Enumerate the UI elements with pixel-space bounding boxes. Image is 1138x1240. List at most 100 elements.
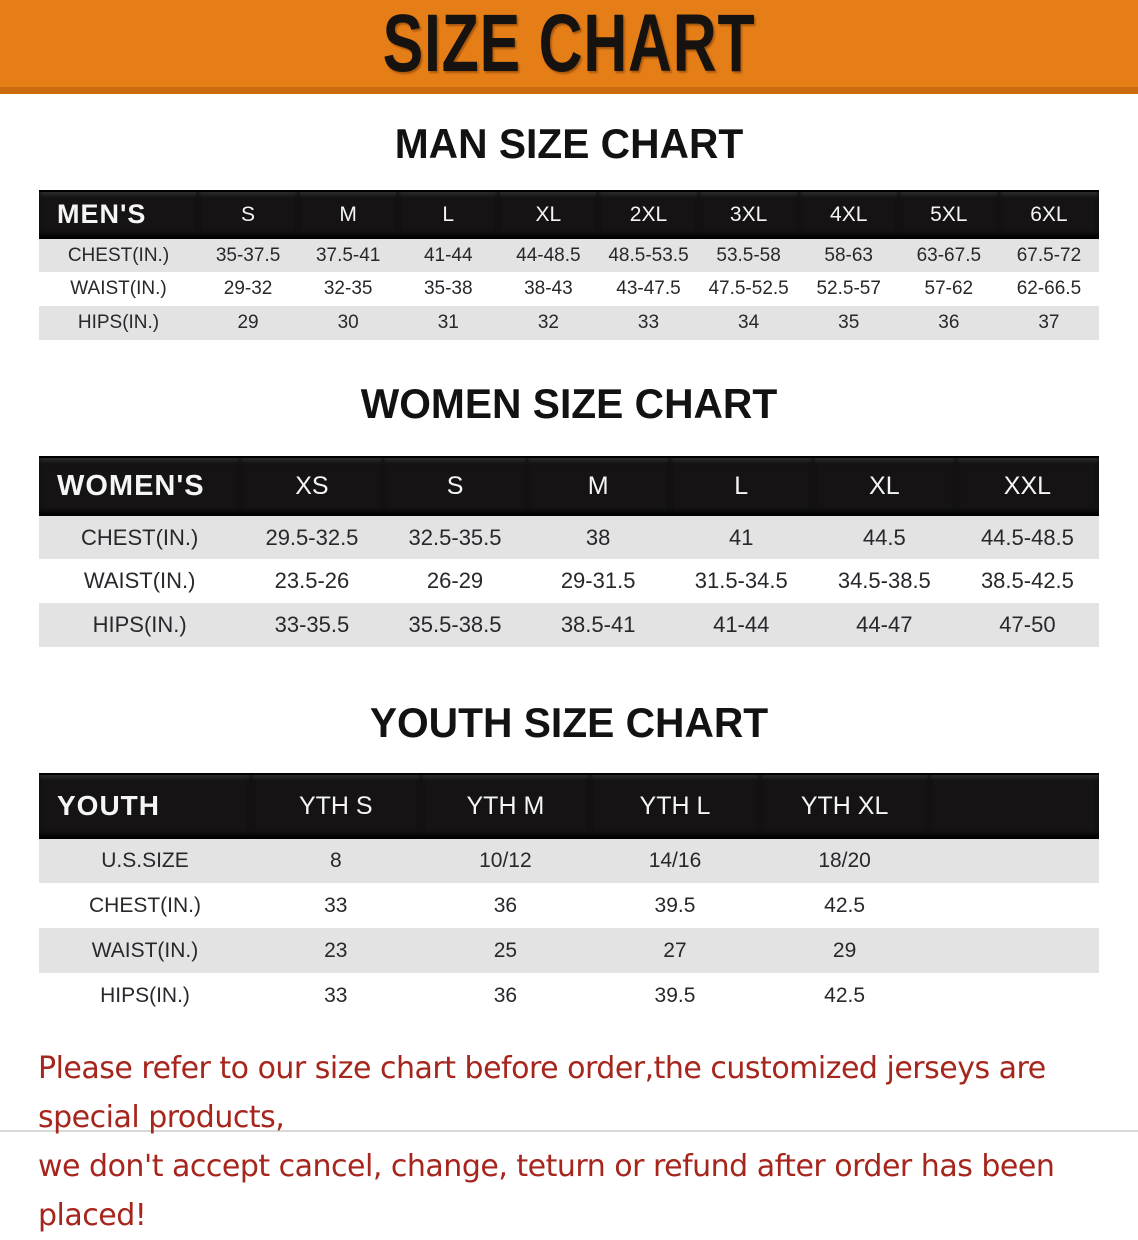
men-measurement-value: 36	[938, 312, 960, 333]
men-measurement-value: 53.5-58	[716, 244, 781, 266]
women-size-column-header: XS	[240, 456, 384, 516]
men-measurement-value: 63-67.5	[916, 244, 982, 266]
youth-table-header-row: YOUTH YTH S YTH M YTH L YTH XL	[39, 773, 1099, 839]
youth-measurement-value: 36	[493, 983, 518, 1007]
men-measurement-value: 47.5-52.5	[708, 278, 789, 299]
disclaimer-text: Please refer to our size chart before or…	[38, 1044, 1100, 1240]
men-measurement-value: 32-35	[323, 278, 373, 299]
women-row-label: WAIST(IN.)	[83, 568, 196, 593]
youth-measurement-value: 18/20	[818, 849, 871, 872]
women-measurement-value: 33-35.5	[274, 612, 350, 637]
women-table-body: CHEST(IN.) 29.5-32.5 32.5-35.5 38 41 44.5 44.5…	[39, 515, 1099, 647]
youth-measurement-value: 8	[329, 849, 342, 872]
men-measurement-value: 62-66.5	[1016, 278, 1082, 299]
men-measurement-value: 35	[838, 312, 860, 333]
women-measurement-value: 38	[585, 524, 611, 550]
women-table-header-row: WOMEN'S XS S M L XL XXL	[39, 456, 1099, 516]
men-size-chart-section: MAN SIZE CHART MEN'S S M L XL 2XL 3XL 4XL 5XL 6XL…	[0, 120, 1138, 340]
youth-table-row: CHEST(IN.) 33 36 39.5 42.5	[39, 883, 1099, 928]
youth-size-chart-section: YOUTH SIZE CHART YOUTH YTH S YTH M YTH L YTH…	[0, 699, 1138, 1018]
men-size-column-header: M	[298, 190, 399, 239]
men-measurement-value: 38-43	[524, 278, 573, 299]
men-size-column-header: 3XL	[698, 190, 799, 239]
men-measurement-value: 29	[237, 312, 259, 333]
youth-measurement-value: 36	[493, 893, 518, 917]
youth-row-spacer-cell	[929, 928, 1099, 973]
youth-size-column-header: YTH S	[251, 773, 421, 839]
youth-row-label: HIPS(IN.)	[100, 983, 190, 1007]
youth-size-table: YOUTH YTH S YTH M YTH L YTH XL U.S.SIZE 8 10/1…	[39, 773, 1099, 1018]
women-measurement-value: 44.5	[862, 524, 906, 550]
men-measurement-value: 41-44	[423, 244, 473, 266]
women-measurement-value: 31.5-34.5	[694, 568, 788, 593]
women-measurement-value: 38.5-41	[560, 612, 636, 637]
women-measurement-value: 41-44	[713, 612, 770, 637]
women-section-heading: WOMEN SIZE CHART	[360, 380, 778, 427]
women-size-column-header: XXL	[955, 456, 1099, 516]
men-row-label: WAIST(IN.)	[70, 278, 167, 299]
men-table-row: CHEST(IN.) 35-37.5 37.5-41 41-44 44-48.5 48.5…	[39, 238, 1099, 272]
women-measurement-value: 44-47	[856, 612, 913, 637]
women-size-column-header: M	[526, 456, 670, 516]
women-measurement-value: 32.5-35.5	[408, 524, 502, 550]
youth-header-spacer-cell	[929, 773, 1099, 839]
youth-measurement-value: 14/16	[648, 849, 702, 872]
men-measurement-value: 30	[337, 312, 359, 333]
youth-table-row: U.S.SIZE 8 10/12 14/16 18/20	[39, 838, 1099, 883]
youth-table-title-cell: YOUTH	[39, 773, 251, 839]
men-size-column-header: 4XL	[798, 190, 899, 239]
youth-measurement-value: 39.5	[654, 983, 696, 1007]
women-measurement-value: 26-29	[426, 568, 484, 593]
women-measurement-value: 34.5-38.5	[837, 568, 931, 593]
men-measurement-value: 44-48.5	[516, 244, 581, 266]
youth-size-column-header: YTH M	[420, 773, 591, 839]
women-measurement-value: 29-31.5	[560, 568, 636, 593]
men-measurement-value: 67.5-72	[1016, 244, 1082, 266]
banner: SIZE CHART	[0, 0, 1138, 94]
men-size-column-header: 2XL	[598, 190, 699, 239]
women-table-row: HIPS(IN.) 33-35.5 35.5-38.5 38.5-41 41-44 44-…	[39, 603, 1099, 647]
men-table-row: WAIST(IN.) 29-32 32-35 35-38 38-43 43-47.5 47.…	[39, 272, 1099, 306]
men-size-column-header: 6XL	[998, 190, 1099, 239]
youth-table-row: WAIST(IN.) 23 25 27 29	[39, 928, 1099, 973]
men-measurement-value: 31	[437, 312, 459, 333]
youth-table-body: U.S.SIZE 8 10/12 14/16 18/20 CHEST(IN.) 33 36 39…	[39, 838, 1099, 1018]
women-table-row: CHEST(IN.) 29.5-32.5 32.5-35.5 38 41 44.5 44.5…	[39, 515, 1099, 559]
men-measurement-value: 37.5-41	[315, 244, 381, 266]
youth-measurement-value: 25	[493, 938, 518, 962]
women-size-chart-section: WOMEN SIZE CHART WOMEN'S XS S M L XL XXL CHEST…	[0, 380, 1138, 647]
youth-row-label: U.S.SIZE	[101, 849, 189, 872]
women-row-label: CHEST(IN.)	[81, 524, 199, 550]
men-measurement-value: 57-62	[924, 278, 974, 299]
page-title: SIZE CHART	[382, 0, 756, 90]
men-size-column-header: XL	[498, 190, 599, 239]
youth-row-spacer-cell	[929, 838, 1099, 883]
men-row-label: HIPS(IN.)	[77, 312, 160, 333]
women-size-column-header: XL	[812, 456, 956, 516]
men-size-table: MEN'S S M L XL 2XL 3XL 4XL 5XL 6XL CHEST(IN.) 35-3…	[39, 190, 1099, 340]
women-measurement-value: 35.5-38.5	[408, 612, 502, 637]
women-table-title-cell: WOMEN'S	[39, 456, 241, 516]
men-measurement-value: 34	[738, 312, 760, 333]
men-table-header-row: MEN'S S M L XL 2XL 3XL 4XL 5XL 6XL	[39, 190, 1099, 239]
women-measurement-value: 38.5-42.5	[980, 568, 1074, 593]
youth-measurement-value: 39.5	[654, 893, 696, 917]
youth-measurement-value: 33	[324, 893, 348, 917]
youth-measurement-value: 42.5	[824, 983, 866, 1007]
men-measurement-value: 58-63	[824, 244, 874, 266]
men-measurement-value: 33	[637, 312, 660, 333]
youth-size-column-header: YTH L	[590, 773, 760, 839]
men-table-row: HIPS(IN.) 29 30 31 32 33 34 35 36 37	[39, 306, 1099, 340]
youth-section-heading: YOUTH SIZE CHART	[369, 699, 769, 746]
youth-measurement-value: 10/12	[479, 849, 532, 872]
women-table-row: WAIST(IN.) 23.5-26 26-29 29-31.5 31.5-34.5 34…	[39, 559, 1099, 603]
men-measurement-value: 48.5-53.5	[608, 244, 689, 266]
disclaimer-line-2: we don't accept cancel, change, teturn o…	[38, 1149, 1055, 1233]
men-size-column-header: S	[198, 190, 299, 239]
women-size-column-header: S	[383, 456, 527, 516]
youth-row-spacer-cell	[929, 883, 1099, 928]
women-size-column-header: L	[669, 456, 813, 516]
men-table-body: CHEST(IN.) 35-37.5 37.5-41 41-44 44-48.5 48.5…	[39, 238, 1099, 340]
women-measurement-value: 44.5-48.5	[980, 524, 1074, 550]
